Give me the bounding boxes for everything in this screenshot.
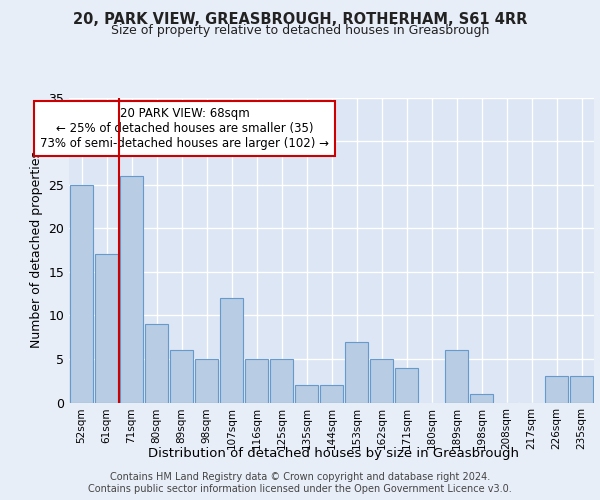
Bar bbox=[470, 394, 493, 402]
Bar bbox=[170, 350, 193, 403]
Bar bbox=[70, 184, 93, 402]
Text: Size of property relative to detached houses in Greasbrough: Size of property relative to detached ho… bbox=[111, 24, 489, 37]
Bar bbox=[220, 298, 243, 403]
Bar bbox=[120, 176, 143, 402]
Text: Distribution of detached houses by size in Greasbrough: Distribution of detached houses by size … bbox=[148, 448, 518, 460]
Bar bbox=[545, 376, 568, 402]
Text: Contains HM Land Registry data © Crown copyright and database right 2024.: Contains HM Land Registry data © Crown c… bbox=[110, 472, 490, 482]
Bar bbox=[320, 385, 343, 402]
Bar bbox=[245, 359, 268, 403]
Bar bbox=[295, 385, 318, 402]
Text: 20, PARK VIEW, GREASBROUGH, ROTHERHAM, S61 4RR: 20, PARK VIEW, GREASBROUGH, ROTHERHAM, S… bbox=[73, 12, 527, 28]
Bar bbox=[195, 359, 218, 403]
Bar bbox=[445, 350, 468, 403]
Bar bbox=[370, 359, 393, 403]
Y-axis label: Number of detached properties: Number of detached properties bbox=[30, 152, 43, 348]
Bar bbox=[395, 368, 418, 402]
Bar bbox=[145, 324, 168, 402]
Bar bbox=[270, 359, 293, 403]
Bar bbox=[570, 376, 593, 402]
Text: Contains public sector information licensed under the Open Government Licence v3: Contains public sector information licen… bbox=[88, 484, 512, 494]
Text: 20 PARK VIEW: 68sqm
← 25% of detached houses are smaller (35)
73% of semi-detach: 20 PARK VIEW: 68sqm ← 25% of detached ho… bbox=[40, 106, 329, 150]
Bar bbox=[95, 254, 118, 402]
Bar bbox=[345, 342, 368, 402]
